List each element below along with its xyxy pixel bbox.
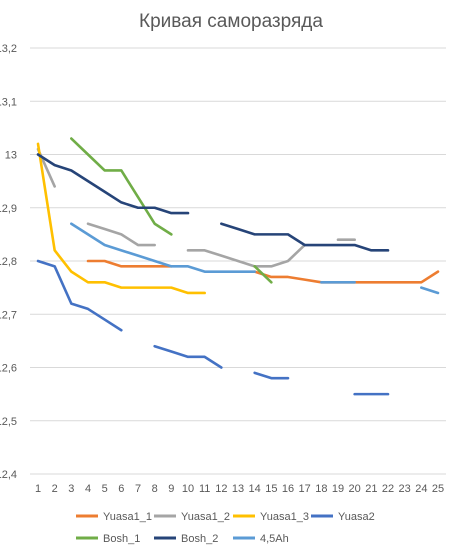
x-tick-label: 17 [299, 483, 311, 495]
x-tick-label: 7 [135, 483, 141, 495]
x-tick-label: 3 [68, 483, 74, 495]
legend-label: Yuasa1_2 [181, 511, 230, 523]
chart-title: Кривая саморазряда [139, 11, 323, 32]
legend-item: Yuasa1_1 [76, 511, 152, 523]
x-tick-label: 13 [232, 483, 244, 495]
x-axis-ticks: 1 2 3 4 5 6 7 8 9 10 11 12 13 14 15 16 17 18 19 20 21 22 23 24 2… [35, 483, 444, 495]
x-tick-label: 16 [282, 483, 294, 495]
series-yuasa1-3 [36, 142, 206, 295]
x-tick-label: 2 [52, 483, 58, 495]
series-line-segment [220, 222, 390, 252]
y-tick-label: 12,4 [0, 469, 17, 481]
x-tick-label: 5 [102, 483, 108, 495]
series-line-segment [153, 344, 223, 369]
legend-label: Yuasa1_1 [103, 511, 152, 523]
series-line-segment [253, 270, 440, 284]
series-bosh-1 [70, 137, 273, 284]
legend-item: Bosh_1 [76, 533, 140, 545]
y-tick-label: 13,2 [0, 43, 17, 55]
legend-label: Bosh_1 [103, 533, 140, 545]
legend-item: Yuasa1_3 [233, 511, 309, 523]
y-tick-label: 12,7 [0, 309, 17, 321]
series-line-segment [253, 265, 273, 284]
series-line-segment [420, 286, 440, 295]
x-tick-label: 15 [265, 483, 277, 495]
x-tick-label: 8 [152, 483, 158, 495]
series-line-segment [186, 243, 306, 268]
legend-label: Yuasa1_3 [260, 511, 309, 523]
y-tick-label: 12,8 [0, 256, 17, 268]
x-tick-label: 11 [199, 483, 210, 495]
series-yuasa2 [36, 259, 390, 396]
x-tick-label: 10 [182, 483, 194, 495]
legend-item: Bosh_2 [154, 533, 218, 545]
x-tick-label: 21 [365, 483, 377, 495]
series-line-segment [36, 259, 123, 332]
x-tick-label: 18 [315, 483, 327, 495]
legend: Yuasa1_1 Yuasa1_2 Yuasa1_3 Yuasa2 Bosh_1 Bosh… [76, 511, 375, 545]
x-tick-label: 22 [382, 483, 394, 495]
series-line-segment [70, 222, 256, 273]
y-tick-label: 12,5 [0, 416, 17, 428]
x-tick-label: 12 [215, 483, 227, 495]
series-line-segment [86, 259, 173, 268]
y-axis-ticks: 12,4 12,5 12,6 12,7 12,8 12,9 13 13,1 13,2 [0, 43, 17, 481]
legend-item: 4,5Ah [233, 533, 289, 545]
series-line-segment [70, 137, 173, 236]
legend-item: Yuasa1_2 [154, 511, 230, 523]
series-lines [36, 137, 440, 396]
series-4-5ah [70, 222, 440, 295]
x-tick-label: 25 [432, 483, 444, 495]
legend-label: Bosh_2 [181, 533, 218, 545]
x-tick-label: 6 [118, 483, 124, 495]
x-tick-label: 9 [168, 483, 174, 495]
legend-label: 4,5Ah [260, 533, 289, 545]
series-yuasa1-1 [86, 259, 440, 284]
x-tick-label: 23 [399, 483, 411, 495]
y-tick-label: 13 [5, 150, 17, 162]
x-tick-label: 4 [85, 483, 91, 495]
series-line-segment [36, 142, 206, 295]
series-bosh-2 [36, 153, 390, 252]
legend-label: Yuasa2 [338, 511, 375, 523]
series-line-segment [86, 222, 156, 247]
series-line-segment [253, 371, 290, 380]
x-tick-label: 20 [349, 483, 361, 495]
x-tick-label: 14 [249, 483, 261, 495]
legend-item: Yuasa2 [311, 511, 375, 523]
x-tick-label: 24 [415, 483, 427, 495]
y-tick-label: 12,9 [0, 203, 17, 215]
series-line-segment [36, 153, 190, 215]
x-tick-label: 19 [332, 483, 344, 495]
y-tick-label: 12,6 [0, 363, 17, 375]
y-tick-label: 13,1 [0, 96, 17, 108]
x-tick-label: 1 [35, 483, 41, 495]
